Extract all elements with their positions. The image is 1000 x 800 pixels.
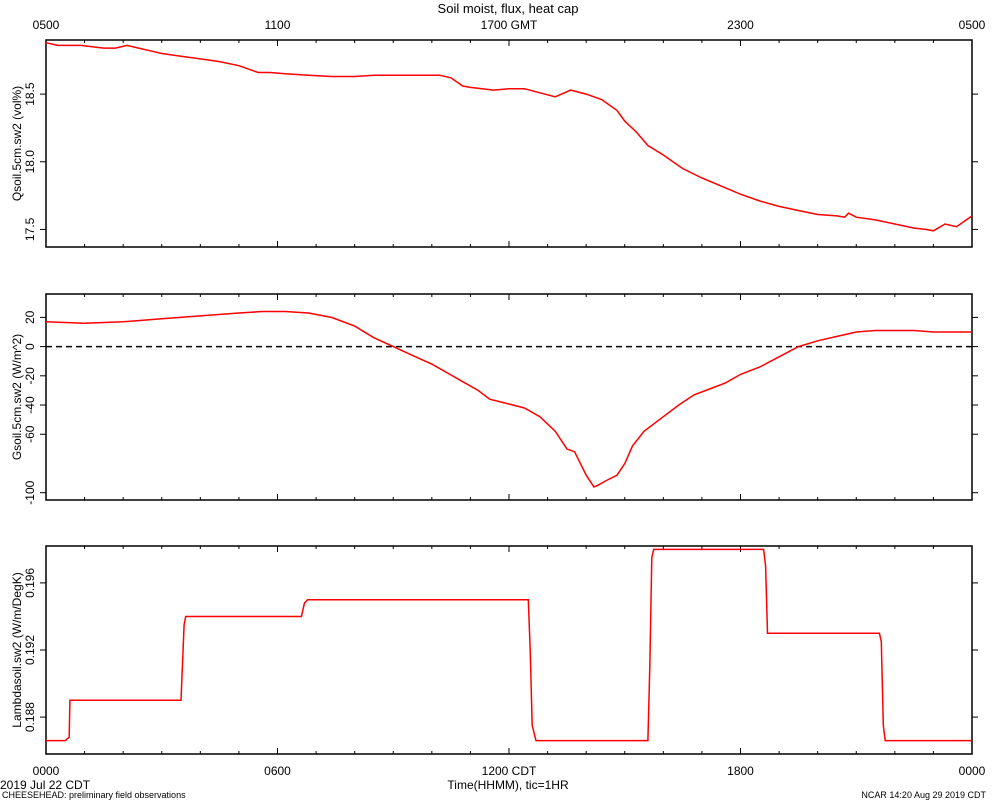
y-axis-label: Lambdasoil.sw2 (W/m/DegK) [10, 572, 24, 727]
plot-frame [45, 545, 973, 755]
bottom-time-axis: 0000 0600 1200 CDT 1800 0000 [33, 764, 986, 778]
y-tick-label: 18.0 [23, 150, 37, 174]
top-tick-label: 2300 [727, 18, 754, 32]
y-tick-label: 20 [23, 310, 37, 324]
chart-title: Soil moist, flux, heat cap [438, 1, 579, 16]
x-axis-label: Time(HHMM), tic=1HR [447, 778, 569, 792]
bottom-tick-label: 0600 [264, 764, 291, 778]
top-tick-label: 1700 GMT [481, 18, 538, 32]
y-tick-label: -20 [23, 367, 37, 385]
top-tick-label: 1100 [265, 18, 291, 32]
series-line [45, 310, 972, 488]
date-label: 2019 Jul 22 CDT [0, 778, 91, 792]
credit-label: NCAR 14:20 Aug 29 2019 CDT [861, 790, 986, 800]
y-tick-label: 0.192 [23, 635, 37, 665]
bottom-tick-label: 1800 [727, 764, 754, 778]
y-tick-label: 0.188 [23, 702, 37, 732]
bottom-tick-label: 0000 [959, 764, 986, 778]
y-tick-label: -40 [23, 396, 37, 414]
y-tick-label: 0 [23, 343, 37, 350]
y-tick-label: 0.196 [23, 568, 37, 598]
top-time-axis: 0500 1100 1700 GMT 2300 0500 [33, 18, 986, 32]
bottom-tick-label: 0000 [33, 764, 60, 778]
series-line [46, 548, 972, 742]
y-axis-label: Gsoil.5cm.sw2 (W/m^2) [10, 334, 24, 460]
y-axis-label: Qsoil.5cm.sw2 (vol%) [10, 86, 24, 201]
y-tick-label: 17.5 [23, 217, 37, 241]
y-tick-label: 18.5 [23, 82, 37, 106]
plot-frame [45, 293, 973, 501]
bottom-tick-label: 1200 CDT [482, 764, 537, 778]
y-tick-label: -60 [23, 425, 37, 443]
project-label: CHEESEHEAD: preliminary field observatio… [2, 790, 186, 800]
top-tick-label: 0500 [33, 18, 60, 32]
panel-2: -100 -60 -40 -20 0 20 Gsoil.5cm.sw2 (W/m^2) [10, 293, 978, 505]
y-tick-label: -100 [23, 480, 37, 504]
top-tick-label: 0500 [959, 18, 986, 32]
series-line [45, 41, 973, 232]
